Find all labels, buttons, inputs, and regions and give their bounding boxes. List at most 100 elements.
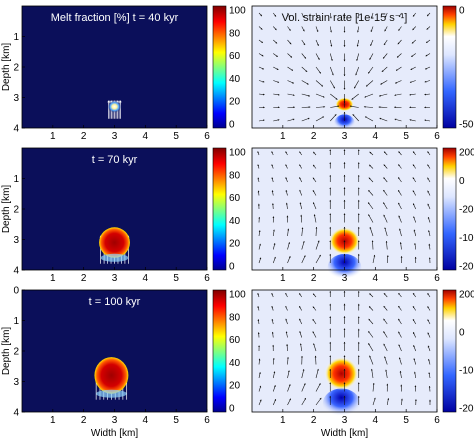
x-tick-label: 1 xyxy=(50,273,56,284)
vector-arrow xyxy=(258,385,262,392)
vector-arrow xyxy=(312,190,317,196)
vector-arrow xyxy=(312,202,317,210)
vector-arrow xyxy=(368,177,374,183)
vector-arrow xyxy=(312,331,317,338)
vector-arrow xyxy=(428,372,431,379)
colorbar-tick-label: 60 xyxy=(229,51,241,62)
vector-arrow xyxy=(273,80,280,83)
vector-arrow xyxy=(287,53,293,58)
y-tick-label: 3 xyxy=(13,377,19,388)
melt-region xyxy=(99,227,130,258)
vector-arrow xyxy=(383,189,388,196)
x-tick-label: 4 xyxy=(143,415,149,426)
vector-arrow xyxy=(312,306,317,311)
vector-arrow xyxy=(301,66,308,73)
vector-arrow xyxy=(312,293,317,298)
vector-arrow xyxy=(271,292,274,298)
colorbar xyxy=(442,289,457,413)
x-tick-label: 2 xyxy=(311,415,317,426)
vector-arrow xyxy=(285,202,288,210)
colorbar-tick-label: 0 xyxy=(229,262,235,273)
vector-arrow xyxy=(258,399,262,406)
vector-arrow xyxy=(414,371,417,379)
x-tick-label: 2 xyxy=(311,131,317,142)
vector-arrow xyxy=(301,240,305,250)
x-tick-label: 2 xyxy=(81,273,87,284)
vector-arrow xyxy=(386,398,390,406)
vector-arrow xyxy=(273,119,280,122)
vector-arrow xyxy=(257,305,260,311)
vector-arrow xyxy=(299,343,303,352)
y-tick-label: 1 xyxy=(13,32,19,43)
vector-arrow xyxy=(367,202,374,210)
vector-arrow xyxy=(364,116,374,122)
vector-arrow xyxy=(285,318,288,325)
vector-arrow xyxy=(287,370,290,379)
dilation-region xyxy=(324,356,359,391)
vector-arrow xyxy=(299,293,302,298)
melt-front xyxy=(96,389,127,398)
y-tick-label: 4 xyxy=(13,124,19,135)
vector-arrow xyxy=(273,66,279,70)
panel-title: Vol. strain rate [1e-15 s⁻¹] xyxy=(282,12,408,24)
vector-arrow xyxy=(412,190,417,196)
colorbar-tick-label: -1000 xyxy=(459,366,474,377)
vector-arrow xyxy=(312,318,317,325)
vector-arrow xyxy=(369,53,374,60)
vector-arrow xyxy=(271,305,274,311)
vector-arrow xyxy=(424,66,431,70)
x-axis-label: Width [km] xyxy=(321,428,368,439)
x-tick-label: 2 xyxy=(311,273,317,284)
vector-arrow xyxy=(271,164,274,169)
vector-arrow xyxy=(299,202,303,210)
vector-arrow xyxy=(271,190,274,196)
y-axis-label: Depth [km] xyxy=(1,43,12,92)
vector-arrow xyxy=(379,117,388,122)
vector-arrow xyxy=(301,93,311,97)
vector-arrow xyxy=(412,164,416,169)
vector-arrow xyxy=(272,371,276,379)
vector-arrow xyxy=(330,105,340,108)
vector-arrow xyxy=(287,80,295,84)
vector-arrow xyxy=(273,93,280,96)
x-tick-label: 3 xyxy=(342,415,348,426)
vector-arrow xyxy=(257,190,260,196)
vector-arrow xyxy=(414,242,417,250)
x-tick-label: 4 xyxy=(143,131,149,142)
vector-arrow xyxy=(299,318,303,325)
vector-arrow xyxy=(257,292,260,298)
x-tick-label: 3 xyxy=(112,273,118,284)
vector-arrow xyxy=(412,305,417,311)
vector-arrow xyxy=(258,80,265,83)
y-tick-label: 0 xyxy=(13,286,19,297)
vector-arrow xyxy=(384,356,388,365)
vector-arrow xyxy=(412,203,417,210)
vector-arrow xyxy=(394,80,402,84)
y-tick-label: 4 xyxy=(13,266,19,277)
vector-arrow xyxy=(372,382,375,392)
vector-arrow xyxy=(258,358,261,365)
vector-arrow xyxy=(412,12,416,17)
vector-arrow xyxy=(257,319,260,325)
vector-arrow xyxy=(365,80,374,87)
vector-arrow xyxy=(409,80,416,83)
vector-arrow xyxy=(285,305,288,311)
vector-arrow xyxy=(399,228,402,237)
x-tick-label: 1 xyxy=(280,415,286,426)
colorbar-tick-label: 200 xyxy=(459,148,474,159)
vector-arrow xyxy=(398,215,402,223)
vector-arrow xyxy=(357,26,360,33)
x-tick-label: 1 xyxy=(50,131,56,142)
colorbar-tick-label: 0 xyxy=(459,328,465,339)
vector-arrow xyxy=(412,318,417,325)
vector-arrow xyxy=(273,53,278,57)
vector-arrow xyxy=(371,12,374,19)
vector-arrow xyxy=(312,177,317,183)
vector-arrow xyxy=(315,254,321,264)
vector-arrow xyxy=(357,12,360,19)
panel-3: 1 2 3 4 5 6 1 2 3 4 Depth [km] t = 70 kyr 100 80 60 40 2… xyxy=(1,148,246,285)
vector-arrow xyxy=(312,164,317,169)
vector-arrow xyxy=(386,255,389,264)
